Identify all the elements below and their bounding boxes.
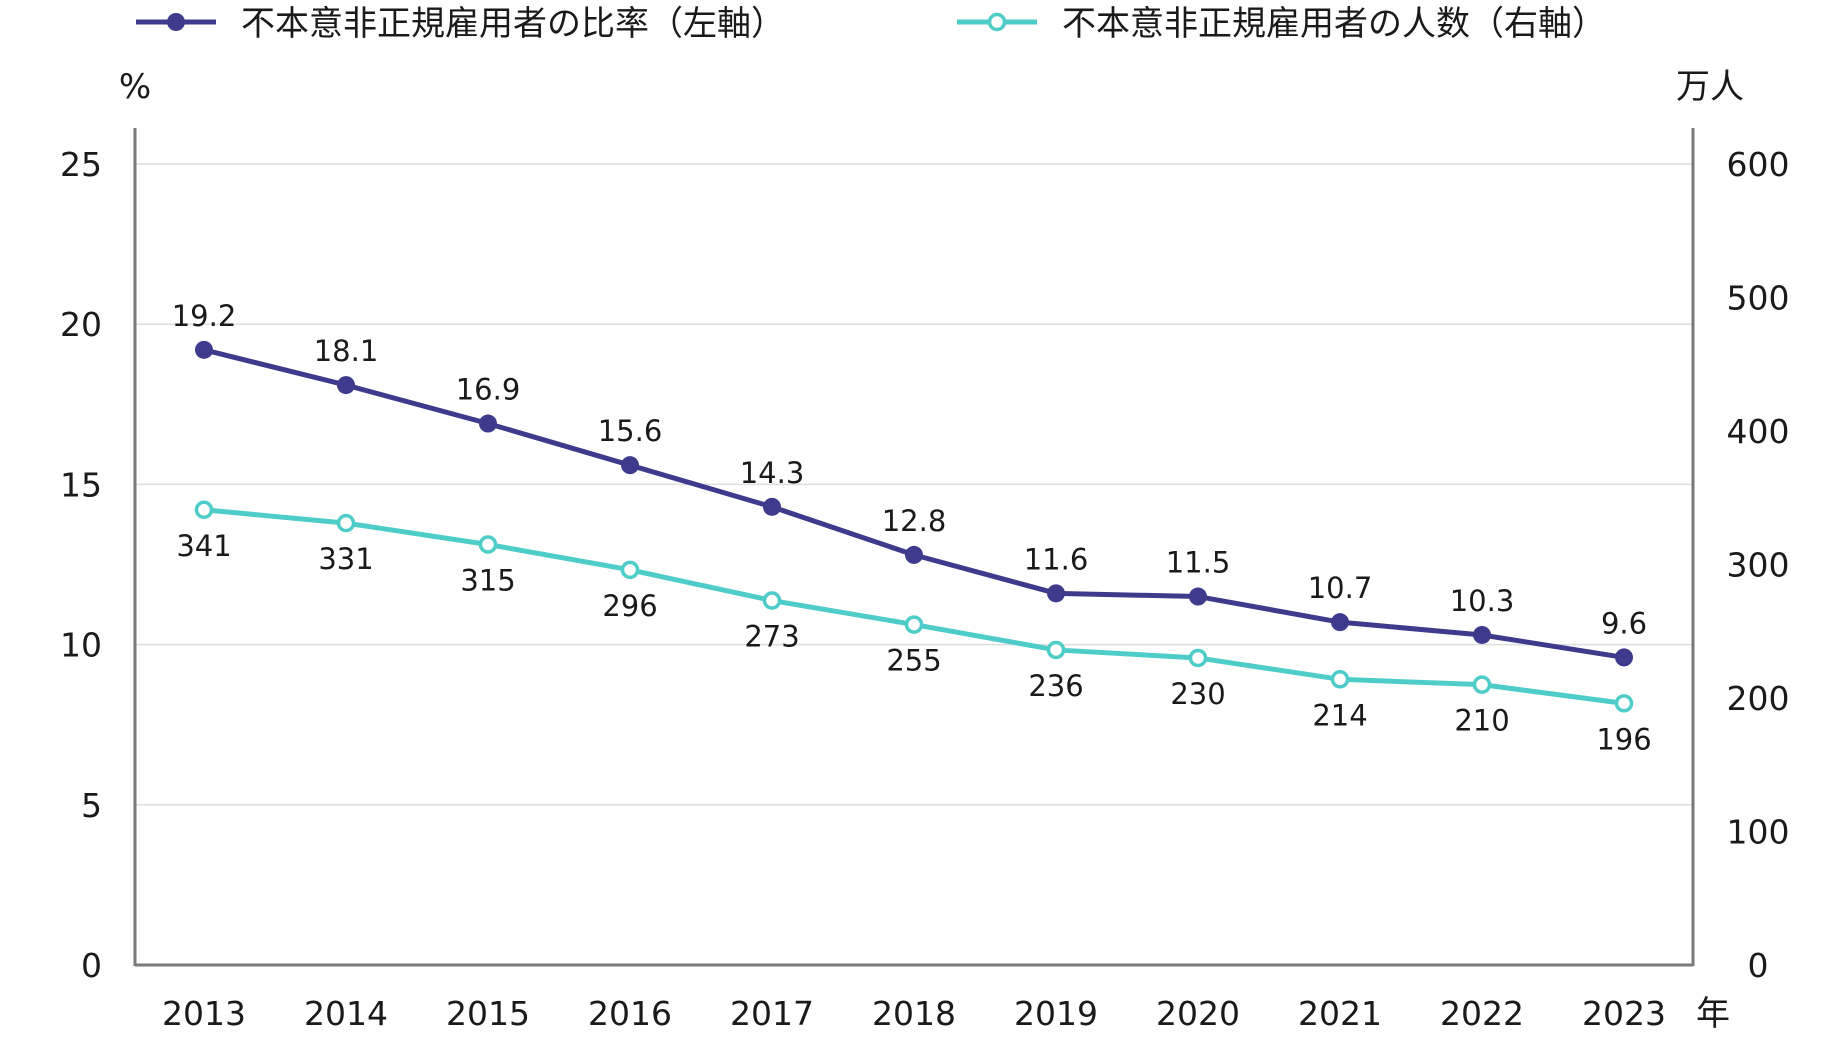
right-tick-label: 100 <box>1727 813 1790 852</box>
x-tick-label: 2018 <box>872 994 956 1033</box>
x-tick-label: 2022 <box>1440 994 1524 1033</box>
data-point <box>1046 640 1066 660</box>
right-tick-label: 200 <box>1727 679 1790 718</box>
right-axis-ticks: 0 100 200 300 400 500 600 <box>1727 145 1790 985</box>
data-label: 315 <box>460 563 515 597</box>
left-tick-label: 25 <box>60 145 102 184</box>
left-tick-label: 15 <box>60 465 102 504</box>
x-tick-label: 2021 <box>1298 994 1382 1033</box>
x-tick-label: 2020 <box>1156 994 1240 1033</box>
data-label: 11.5 <box>1166 546 1231 580</box>
data-point <box>337 376 355 395</box>
data-label: 341 <box>176 529 231 563</box>
x-tick-label: 2019 <box>1014 994 1098 1033</box>
legend: 不本意非正規雇用者の比率（左軸） 不本意非正規雇用者の人数（右軸） <box>136 4 1606 44</box>
left-tick-label: 10 <box>60 626 102 665</box>
right-tick-label: 400 <box>1727 412 1790 451</box>
data-label: 11.6 <box>1024 542 1089 576</box>
data-label: 18.1 <box>314 334 379 368</box>
data-point <box>1189 587 1207 606</box>
legend-label: 不本意非正規雇用者の人数（右軸） <box>1062 4 1606 44</box>
data-point <box>195 340 213 359</box>
data-point <box>905 545 923 564</box>
legend-marker <box>987 12 1007 32</box>
gridlines <box>135 163 1693 806</box>
data-label: 14.3 <box>740 456 805 490</box>
data-label: 10.3 <box>1450 584 1515 618</box>
right-tick-label: 600 <box>1727 145 1790 184</box>
left-tick-label: 0 <box>81 946 102 985</box>
data-label: 273 <box>744 620 799 654</box>
data-label: 230 <box>1170 677 1225 711</box>
data-point <box>763 497 781 516</box>
data-point <box>194 500 214 520</box>
left-tick-label: 20 <box>60 305 102 344</box>
data-point <box>904 615 924 634</box>
data-label: 255 <box>886 644 941 678</box>
left-tick-label: 5 <box>81 786 102 825</box>
left-axis-unit: % <box>119 67 151 107</box>
right-tick-label: 0 <box>1748 946 1769 985</box>
data-label: 331 <box>318 542 373 576</box>
data-label: 196 <box>1596 722 1651 756</box>
axes <box>133 128 1695 967</box>
series-layer: 19.2 18.1 16.9 15.6 14.3 12.8 11.6 11.5 10.7 10.3… <box>172 299 1652 757</box>
x-tick-label: 2017 <box>730 994 814 1033</box>
legend-marker <box>167 13 185 31</box>
data-label: 12.8 <box>882 504 947 538</box>
series-1: 19.2 18.1 16.9 15.6 14.3 12.8 11.6 11.5 10.7 10.3… <box>172 299 1647 667</box>
x-tick-label: 2016 <box>588 994 672 1033</box>
data-point <box>1188 648 1208 668</box>
data-point <box>336 513 356 533</box>
data-point <box>1615 648 1633 667</box>
data-point <box>479 414 497 433</box>
data-point <box>1047 584 1065 603</box>
x-tick-label: 2013 <box>162 994 246 1033</box>
right-tick-label: 500 <box>1727 279 1790 318</box>
series-2: 341 331 315 296 273 255 236 230 214 210 196 <box>176 500 1652 756</box>
data-label: 19.2 <box>172 299 237 333</box>
data-point <box>478 535 498 554</box>
left-axis-ticks: 0 5 10 15 20 25 <box>60 145 102 985</box>
legend-label: 不本意非正規雇用者の比率（左軸） <box>241 4 785 44</box>
data-label: 214 <box>1312 698 1367 732</box>
data-point <box>762 591 782 610</box>
data-label: 210 <box>1454 704 1509 738</box>
data-point <box>1330 670 1350 689</box>
data-label: 10.7 <box>1308 571 1373 605</box>
data-label: 15.6 <box>598 414 663 448</box>
data-label: 296 <box>602 589 657 623</box>
data-label: 16.9 <box>456 373 521 407</box>
data-point <box>1472 675 1492 694</box>
data-point <box>621 456 639 475</box>
x-tick-label: 2014 <box>304 994 388 1033</box>
right-axis-unit: 万人 <box>1676 67 1744 107</box>
data-label: 236 <box>1028 669 1083 703</box>
data-point <box>1614 694 1634 713</box>
right-tick-label: 300 <box>1727 546 1790 585</box>
legend-item-2: 不本意非正規雇用者の人数（右軸） <box>957 4 1606 44</box>
data-point <box>1331 613 1349 632</box>
data-label: 9.6 <box>1601 606 1647 640</box>
x-tick-label: 2023 <box>1582 994 1666 1033</box>
x-axis-ticks: 2013 2014 2015 2016 2017 2018 2019 2020 2021 2022… <box>162 994 1666 1033</box>
data-point <box>1473 625 1491 644</box>
x-tick-label: 2015 <box>446 994 530 1033</box>
legend-item-1: 不本意非正規雇用者の比率（左軸） <box>136 4 785 44</box>
x-axis-unit: 年 <box>1696 994 1730 1034</box>
data-point <box>620 560 640 580</box>
